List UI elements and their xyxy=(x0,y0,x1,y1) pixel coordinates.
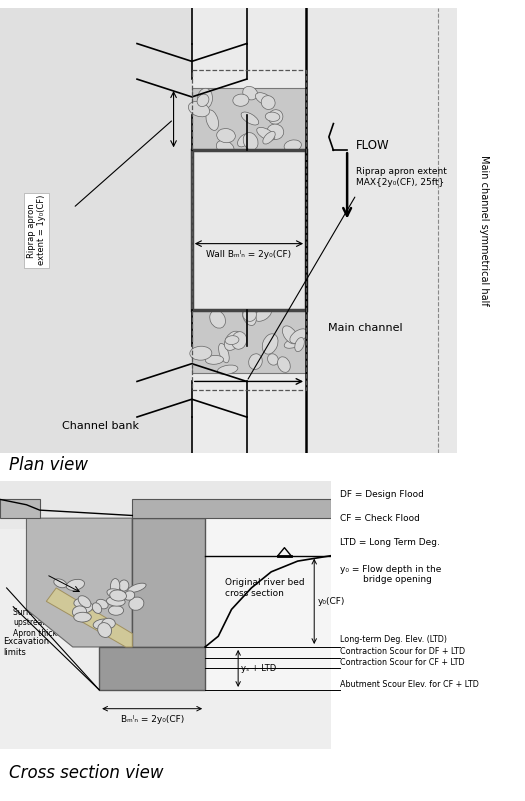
Ellipse shape xyxy=(109,606,123,615)
Ellipse shape xyxy=(197,95,209,107)
Ellipse shape xyxy=(129,597,144,610)
Ellipse shape xyxy=(265,112,280,122)
Text: Abutment Scour Elev. for CF + LTD: Abutment Scour Elev. for CF + LTD xyxy=(340,679,479,689)
Ellipse shape xyxy=(295,337,304,352)
Ellipse shape xyxy=(243,308,256,321)
Text: Original river bed
cross section: Original river bed cross section xyxy=(225,578,304,598)
Text: Excavation
limits: Excavation limits xyxy=(3,638,49,657)
Ellipse shape xyxy=(110,578,120,594)
Ellipse shape xyxy=(216,140,234,155)
Ellipse shape xyxy=(83,603,93,613)
Ellipse shape xyxy=(256,93,272,105)
Text: Plan view: Plan view xyxy=(9,457,88,474)
Text: y₀ = Flow depth in the
        bridge opening: y₀ = Flow depth in the bridge opening xyxy=(340,565,442,584)
Ellipse shape xyxy=(241,112,259,125)
Ellipse shape xyxy=(96,599,108,609)
Ellipse shape xyxy=(93,619,112,630)
Ellipse shape xyxy=(128,583,146,593)
Text: LTD = Long Term Deg.: LTD = Long Term Deg. xyxy=(340,537,440,547)
Ellipse shape xyxy=(232,332,247,349)
Text: Contraction Scour for DF + LTD: Contraction Scour for DF + LTD xyxy=(340,647,466,656)
Ellipse shape xyxy=(119,580,129,591)
Text: Cross section view: Cross section view xyxy=(9,763,164,782)
Bar xyxy=(192,70,306,390)
Bar xyxy=(0,8,192,453)
Ellipse shape xyxy=(54,579,67,588)
Polygon shape xyxy=(26,518,132,647)
Text: Channel bank: Channel bank xyxy=(62,421,139,431)
Ellipse shape xyxy=(217,365,238,375)
Text: Long-term Deg. Elev. (LTD): Long-term Deg. Elev. (LTD) xyxy=(340,635,447,644)
Ellipse shape xyxy=(243,87,258,100)
Ellipse shape xyxy=(74,612,91,622)
Ellipse shape xyxy=(267,124,284,139)
Ellipse shape xyxy=(107,589,124,598)
Bar xyxy=(99,647,205,690)
Ellipse shape xyxy=(263,131,275,144)
Ellipse shape xyxy=(254,308,271,321)
Ellipse shape xyxy=(268,354,278,365)
Ellipse shape xyxy=(210,310,226,328)
Ellipse shape xyxy=(261,95,275,110)
Text: Riprap apron extent
MAX{2y₀(CF), 25ft}: Riprap apron extent MAX{2y₀(CF), 25ft} xyxy=(356,167,447,187)
Ellipse shape xyxy=(190,346,212,360)
Ellipse shape xyxy=(98,622,111,638)
Ellipse shape xyxy=(278,356,290,372)
Bar xyxy=(0,481,331,529)
Text: DF = Design Flood: DF = Design Flood xyxy=(340,489,424,498)
Ellipse shape xyxy=(282,326,298,344)
Text: Surface erosion riprap
upstream-downstream
Apron thickness 2D₅₀: Surface erosion riprap upstream-downstre… xyxy=(13,608,100,638)
Ellipse shape xyxy=(225,336,239,344)
Text: Main channel: Main channel xyxy=(328,323,403,333)
Bar xyxy=(132,499,331,518)
Ellipse shape xyxy=(110,590,127,601)
Ellipse shape xyxy=(197,88,213,109)
Bar xyxy=(0,499,40,518)
Bar xyxy=(192,151,306,310)
Text: yₛ + LTD: yₛ + LTD xyxy=(242,664,277,673)
Ellipse shape xyxy=(233,94,249,107)
Ellipse shape xyxy=(249,354,262,369)
Text: Bₘᴵₙ = 2y₀(CF): Bₘᴵₙ = 2y₀(CF) xyxy=(121,715,184,724)
Text: Riprap apron
extent = 1y₀(CF): Riprap apron extent = 1y₀(CF) xyxy=(27,195,46,265)
Bar xyxy=(306,8,457,453)
Ellipse shape xyxy=(124,591,135,600)
Ellipse shape xyxy=(72,606,87,618)
Ellipse shape xyxy=(257,127,275,140)
Ellipse shape xyxy=(74,598,86,607)
Bar xyxy=(192,8,306,453)
Text: Main channel symmetrical half: Main channel symmetrical half xyxy=(479,155,489,306)
Ellipse shape xyxy=(112,588,121,605)
Bar xyxy=(192,310,306,372)
Ellipse shape xyxy=(290,329,308,344)
Ellipse shape xyxy=(243,307,256,325)
Ellipse shape xyxy=(284,338,303,348)
Ellipse shape xyxy=(107,597,125,606)
Bar xyxy=(192,88,306,151)
Bar xyxy=(205,518,331,690)
Text: y₀(CF): y₀(CF) xyxy=(318,597,345,606)
Ellipse shape xyxy=(92,603,102,614)
Ellipse shape xyxy=(237,134,250,147)
Ellipse shape xyxy=(66,579,85,590)
Ellipse shape xyxy=(284,140,301,151)
Ellipse shape xyxy=(206,110,218,131)
Ellipse shape xyxy=(262,334,278,354)
Bar xyxy=(132,518,205,647)
Ellipse shape xyxy=(218,344,229,363)
Ellipse shape xyxy=(243,132,258,150)
Ellipse shape xyxy=(217,128,235,143)
Ellipse shape xyxy=(268,110,283,124)
Text: Filter: Filter xyxy=(33,562,57,571)
Ellipse shape xyxy=(102,618,116,628)
Text: FLOW: FLOW xyxy=(356,139,390,152)
Ellipse shape xyxy=(78,596,91,607)
Ellipse shape xyxy=(205,356,224,364)
Ellipse shape xyxy=(188,102,209,117)
Polygon shape xyxy=(46,588,132,647)
Text: Wall Bₘᴵₙ = 2y₀(CF): Wall Bₘᴵₙ = 2y₀(CF) xyxy=(206,250,291,260)
Text: CF = Check Flood: CF = Check Flood xyxy=(340,513,421,523)
Ellipse shape xyxy=(224,331,241,350)
Text: Contraction Scour for CF + LTD: Contraction Scour for CF + LTD xyxy=(340,658,465,667)
